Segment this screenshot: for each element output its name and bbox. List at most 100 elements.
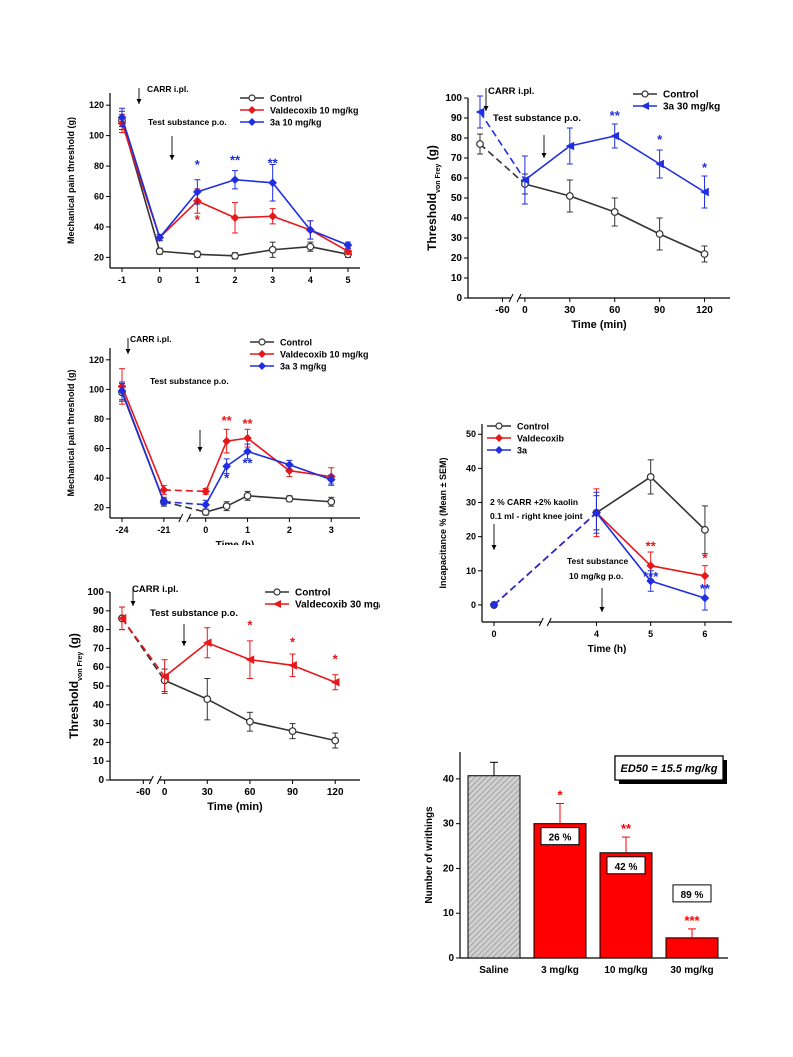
series-line-3a 30 mg/kg xyxy=(524,145,571,181)
series-line-3a 3 mg/kg xyxy=(121,390,165,503)
y-axis-label-subscript: von Frey xyxy=(435,164,442,193)
series-line-Control xyxy=(310,245,349,256)
series-line-Control xyxy=(249,720,293,732)
y-tick-label: 30 xyxy=(443,819,455,830)
y-tick-label: 80 xyxy=(94,161,104,171)
data-point xyxy=(155,247,164,256)
axis-break xyxy=(156,775,162,785)
significance-mark: * xyxy=(702,160,708,175)
y-tick-label: 30 xyxy=(93,719,105,730)
legend-label: 3a xyxy=(517,446,528,456)
significance-mark: * xyxy=(195,157,201,172)
x-tick-label: -21 xyxy=(157,525,170,535)
y-axis-label: Thresholdvon Frey (g) xyxy=(67,633,84,739)
arrow-head xyxy=(169,155,175,160)
x-tick-label: 0 xyxy=(203,525,208,535)
y-tick-label: 100 xyxy=(445,93,462,104)
chart-mechanical-threshold-3a-3: 20 40 60 80 100 120 -24 -21 0 1 2 3 Time (h) Mechanic… xyxy=(60,330,380,551)
data-point xyxy=(565,141,575,151)
y-tick-label: 80 xyxy=(93,625,105,636)
inhibition-label: 42 % xyxy=(615,862,638,873)
x-tick-label: 5 xyxy=(345,275,350,285)
series-line-Control xyxy=(247,495,290,500)
legend-label: Control xyxy=(280,338,312,348)
series-line-Valdecoxib xyxy=(595,512,652,567)
arrow-head xyxy=(130,601,136,606)
data-point xyxy=(610,131,620,141)
series-line-3a 30 mg/kg xyxy=(614,135,661,165)
significance-mark: ** xyxy=(646,538,657,553)
series-line-3a 10 mg/kg xyxy=(310,229,349,246)
legend-marker xyxy=(258,350,266,358)
series-line-Control xyxy=(650,476,706,531)
arrow-head xyxy=(181,641,187,646)
axis-break xyxy=(186,513,192,523)
y-tick-label: 60 xyxy=(94,191,104,201)
data-point xyxy=(285,494,294,503)
data-point xyxy=(646,473,655,481)
inhibition-label: 26 % xyxy=(549,833,572,844)
arrow-head xyxy=(125,349,131,354)
data-point xyxy=(268,245,277,254)
y-tick-label: 20 xyxy=(451,253,463,264)
x-axis-label: Time (h) xyxy=(216,540,255,545)
data-point xyxy=(159,497,169,507)
annotation: 0.1 ml - right knee joint xyxy=(490,511,583,521)
x-tick-label: 0 xyxy=(162,787,168,798)
series-line-Valdecoxib 30 mg/kg xyxy=(121,617,166,678)
data-point xyxy=(646,576,655,586)
significance-mark: * xyxy=(247,618,253,633)
inhibition-box xyxy=(606,856,646,875)
y-tick-label: 30 xyxy=(451,233,463,244)
inhibition-box xyxy=(540,827,580,846)
data-point xyxy=(231,251,239,260)
y-tick-label: 70 xyxy=(451,153,463,164)
axis-break xyxy=(538,617,544,627)
legend-marker xyxy=(248,106,256,114)
data-point xyxy=(326,475,336,484)
series-line-Control xyxy=(272,245,311,251)
y-tick-label: 80 xyxy=(451,133,463,144)
series-line-Valdecoxib 10 mg/kg xyxy=(289,469,332,478)
data-point xyxy=(245,655,255,664)
data-point xyxy=(288,727,297,736)
annotation: Test substance p.o. xyxy=(493,113,581,124)
axis-break-gap xyxy=(541,619,550,625)
data-point xyxy=(246,717,254,726)
significance-mark: ** xyxy=(230,153,241,168)
y-tick-label: 20 xyxy=(466,532,476,542)
chart-writhing-bars: 0 10 20 30 40 Number of writhings Saline 3 mg/k… xyxy=(410,740,750,985)
series-line-3a 30 mg/kg xyxy=(479,111,526,181)
bar-3 mg/kg xyxy=(533,823,587,959)
series-line-Valdecoxib 10 mg/kg xyxy=(121,386,165,491)
annotation: 10 mg/kg p.o. xyxy=(569,571,623,581)
data-point xyxy=(203,695,212,704)
y-tick-label: 80 xyxy=(94,414,104,424)
legend-label: Control xyxy=(517,422,549,432)
significance-mark: * xyxy=(290,635,296,650)
x-tick-label: 4 xyxy=(594,629,599,639)
x-tick-label: 30 mg/kg xyxy=(670,965,713,976)
annotation: CARR i.pl. xyxy=(132,584,178,595)
annotation: Test substance p.o. xyxy=(148,117,227,127)
x-tick-label: 0 xyxy=(522,305,528,316)
x-tick-label: 120 xyxy=(696,305,713,316)
y-tick-label: 30 xyxy=(466,498,476,508)
data-point xyxy=(655,230,664,238)
y-tick-label: 20 xyxy=(94,252,104,262)
significance-mark: ** xyxy=(242,456,253,471)
y-tick-label: 70 xyxy=(93,643,105,654)
series-line-3a 30 mg/kg xyxy=(659,163,705,193)
y-axis-label: Number of writhings xyxy=(424,806,435,904)
axis-break-gap xyxy=(180,515,189,521)
y-axis-label-unit: (g) xyxy=(67,633,81,652)
significance-mark: ** xyxy=(268,156,279,171)
data-point xyxy=(565,192,574,200)
y-tick-label: 0 xyxy=(98,775,104,786)
series-line-3a 10 mg/kg xyxy=(121,117,161,238)
data-point xyxy=(700,250,709,258)
significance-mark: * xyxy=(657,132,663,147)
x-tick-label: 0 xyxy=(491,629,496,639)
series-line-Valdecoxib 10 mg/kg xyxy=(272,215,311,231)
series-line-3a 3 mg/kg xyxy=(226,450,249,467)
